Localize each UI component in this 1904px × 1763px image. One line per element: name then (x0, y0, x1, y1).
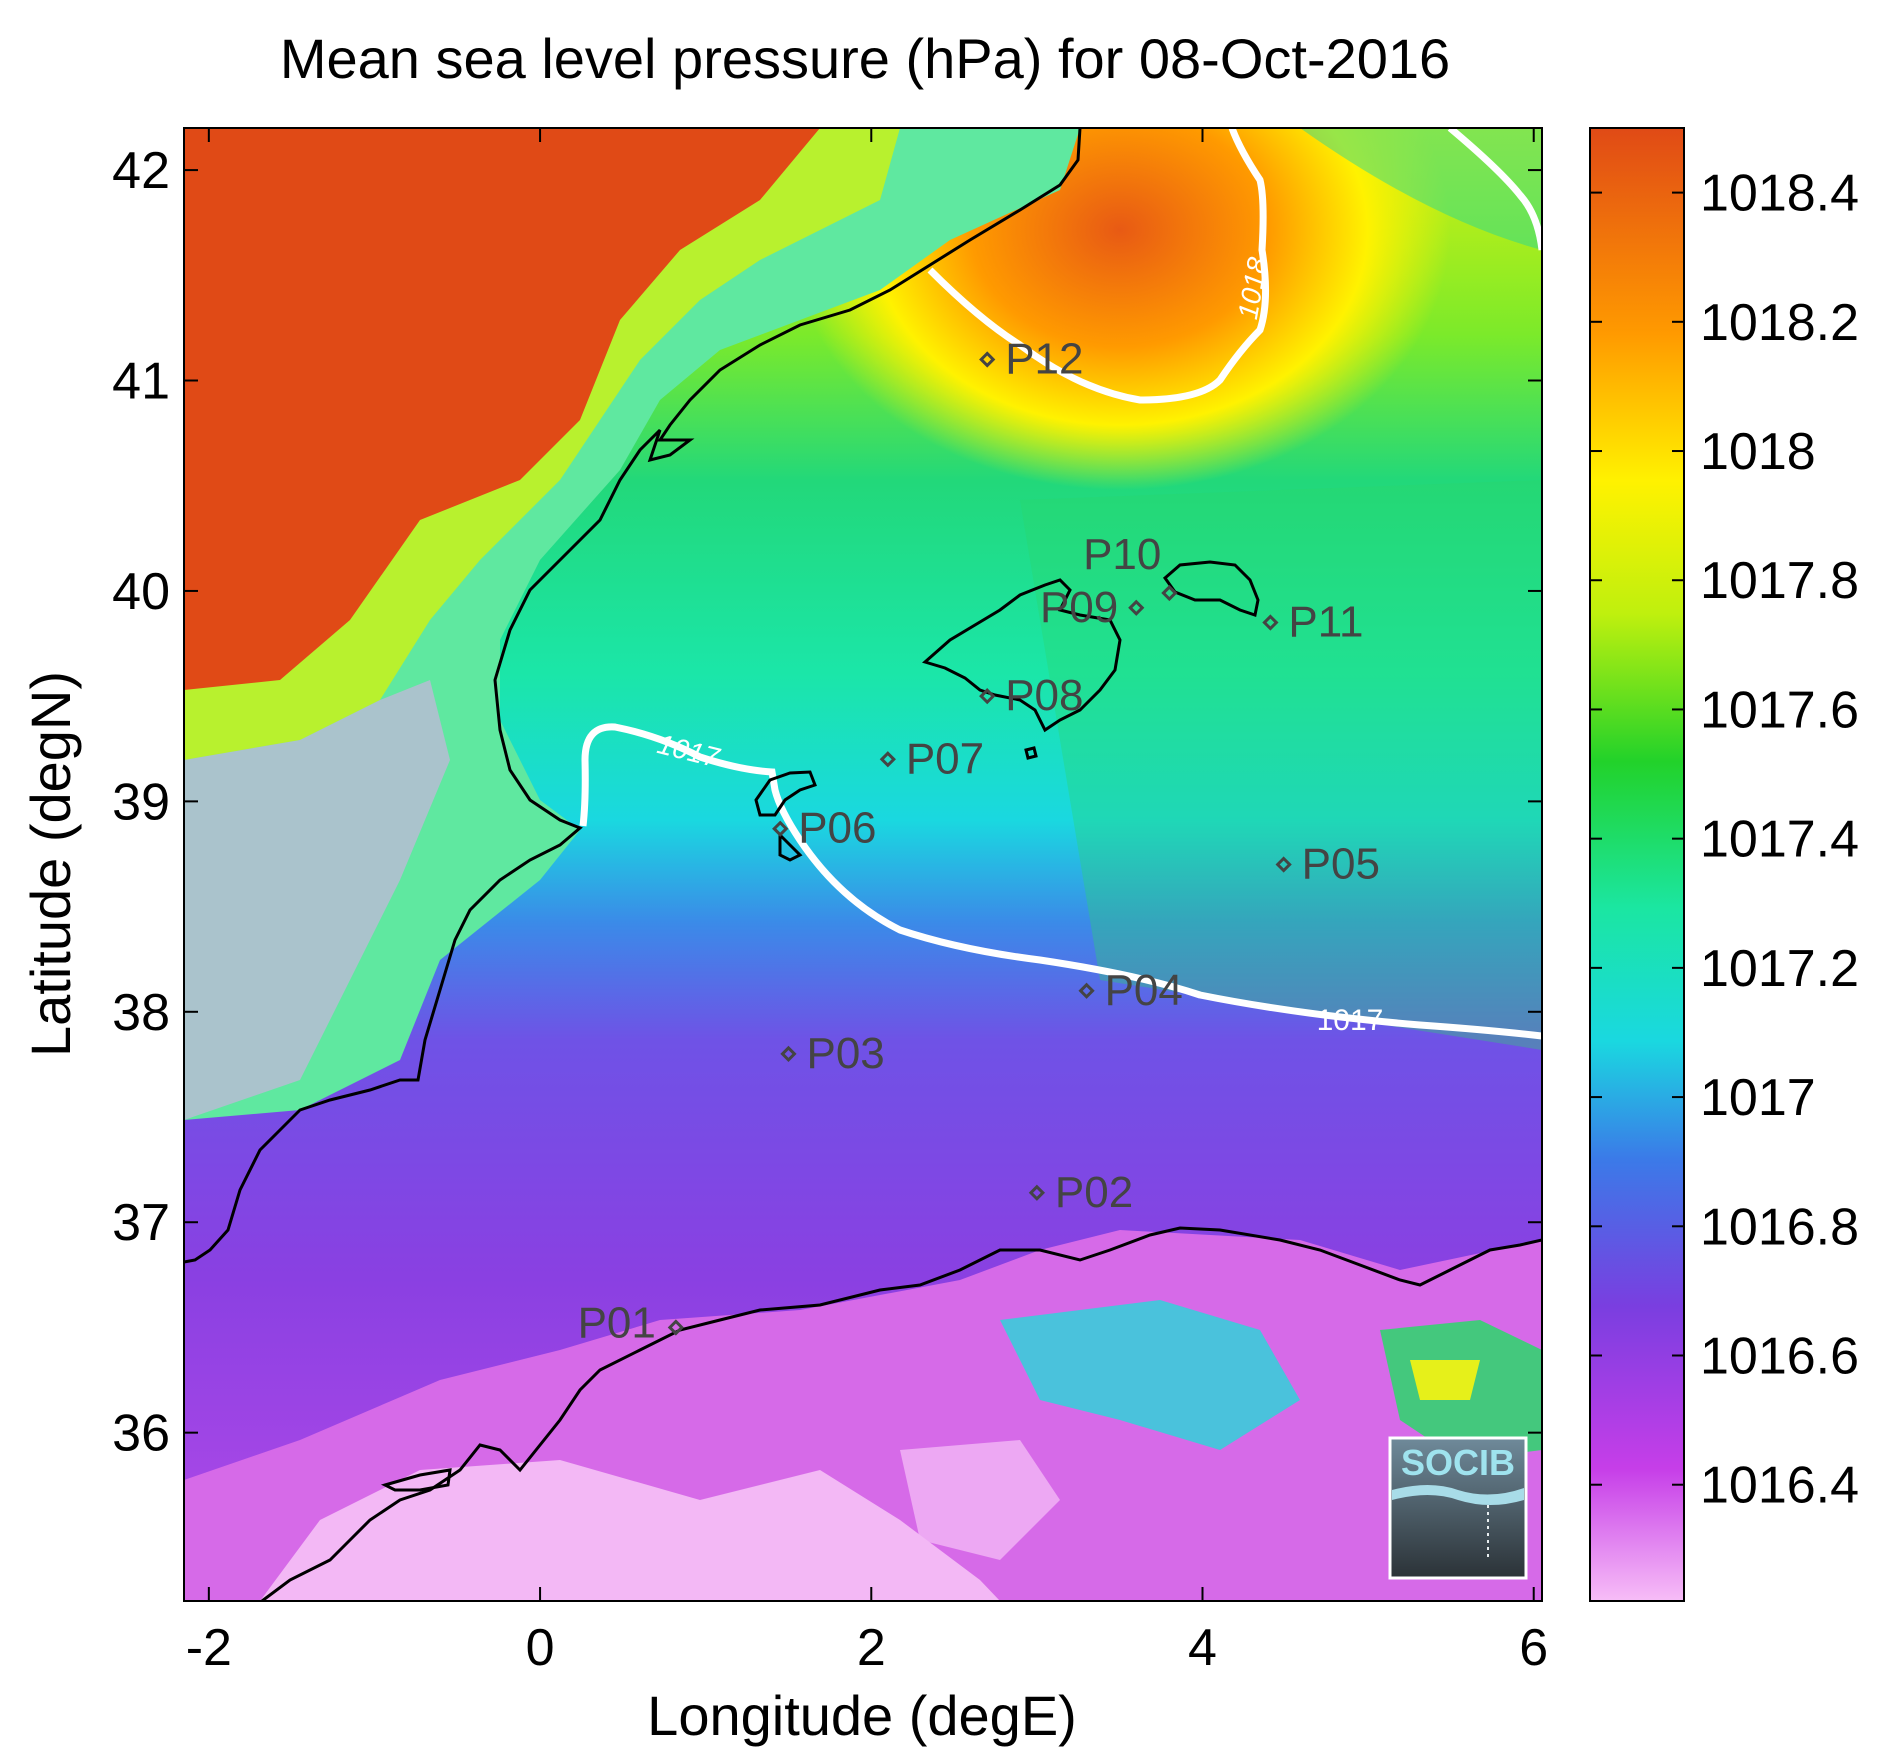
station-marker-icon (780, 1045, 797, 1063)
y-tick-label: 38 (112, 984, 170, 1042)
station-p01[interactable]: P01 (578, 1298, 684, 1347)
station-marker-icon (979, 351, 996, 368)
y-tick-label: 42 (112, 142, 170, 200)
station-label: P01 (578, 1298, 656, 1347)
station-p05[interactable]: P05 (1275, 840, 1380, 889)
station-label: P04 (1105, 966, 1183, 1015)
station-marker-icon (1028, 1184, 1046, 1201)
colorbar-tick-label: 1018 (1700, 423, 1816, 481)
ibiza-coastline (754, 770, 817, 817)
contour-1018-line-ne (1447, 128, 1542, 251)
colorbar-tick-label: 1016.4 (1700, 1457, 1859, 1515)
station-p09[interactable]: P09 (1040, 583, 1145, 632)
station-marker-icon (1275, 856, 1292, 873)
station-p04[interactable]: P04 (1078, 966, 1183, 1015)
x-tick-label: -2 (186, 1619, 232, 1677)
colorbar-tick-label: 1017 (1700, 1069, 1816, 1127)
station-p10[interactable]: P10 (1083, 530, 1178, 602)
pressure-field: SOCIB (184, 128, 1542, 1601)
colorbar-tick-label: 1017.8 (1700, 552, 1859, 610)
station-label: P11 (1288, 598, 1363, 647)
y-tick-label: 41 (112, 353, 170, 411)
station-label: P12 (1005, 334, 1083, 383)
colorbar (1589, 127, 1685, 1602)
x-axis: -2 0 2 4 6 (186, 128, 1548, 1677)
colorbar-tick-label: 1017.2 (1700, 940, 1859, 998)
socib-logo: SOCIB (1388, 1436, 1528, 1580)
y-tick-label: 40 (112, 563, 170, 621)
y-axis-label: Latitude (degN) (19, 671, 82, 1057)
colorbar-tick-label: 1016.8 (1700, 1198, 1859, 1256)
station-marker-icon (1078, 982, 1095, 999)
colorbar-tick-label: 1017.4 (1700, 811, 1859, 869)
plot-frame (183, 127, 1543, 1602)
station-p03[interactable]: P03 (780, 1029, 885, 1078)
contour-1017-line (579, 723, 1542, 1040)
station-marker-icon (879, 751, 896, 768)
y-tick-label: 37 (112, 1194, 170, 1252)
x-axis-label: Longitude (degE) (647, 1684, 1077, 1747)
station-marker-icon (1262, 614, 1279, 631)
station-label: P03 (806, 1029, 884, 1078)
x-tick-label: 4 (1188, 1619, 1217, 1677)
x-tick-label: 6 (1519, 1619, 1548, 1677)
station-p02[interactable]: P02 (1028, 1168, 1133, 1217)
station-p07[interactable]: P07 (879, 734, 984, 783)
station-label: P06 (798, 804, 876, 853)
y-axis: 36 37 38 39 40 41 42 (112, 142, 1542, 1463)
station-p06[interactable]: P06 (772, 804, 876, 853)
station-label: P05 (1302, 840, 1380, 889)
station-marker-icon (772, 820, 789, 837)
colorbar-tick-label: 1016.6 (1700, 1328, 1859, 1386)
station-p08[interactable]: P08 (979, 671, 1084, 720)
station-label: P09 (1040, 583, 1118, 632)
map-title: Mean sea level pressure (hPa) for 08-Oct… (280, 27, 1450, 90)
station-label: P02 (1055, 1168, 1133, 1217)
station-marker-icon (1128, 599, 1145, 616)
station-label: P10 (1083, 530, 1161, 579)
colorbar-tick-label: 1018.4 (1700, 165, 1859, 223)
contour-label-1017-right: 1017 (1317, 1004, 1384, 1037)
station-marker-icon (1161, 584, 1178, 602)
alboran-islet-coastline (380, 1468, 452, 1492)
station-p11[interactable]: P11 (1262, 598, 1363, 647)
contour-1018-line (927, 128, 1270, 404)
formentera-coastline (778, 831, 803, 862)
station-label: P08 (1005, 671, 1083, 720)
colorbar-tick-label: 1018.2 (1700, 294, 1859, 352)
colorbar-tick-label: 1017.6 (1700, 681, 1859, 739)
menorca-coastline (1162, 560, 1260, 617)
y-tick-label: 39 (112, 773, 170, 831)
station-marker-icon (979, 688, 996, 705)
x-tick-label: 0 (526, 1619, 555, 1677)
station-label: P07 (906, 734, 984, 783)
cabrera-coastline (1024, 746, 1038, 760)
x-tick-label: 2 (857, 1619, 886, 1677)
station-marker-icon (667, 1319, 684, 1336)
colorbar-ticks: 1016.4 1016.6 1016.8 1017 1017.2 1017.4 1017.6… (1590, 165, 1859, 1515)
y-tick-label: 36 (112, 1405, 170, 1463)
logo-text: SOCIB (1401, 1442, 1515, 1483)
iberia-coastline (184, 128, 1082, 1264)
station-p12[interactable]: P12 (979, 334, 1084, 383)
